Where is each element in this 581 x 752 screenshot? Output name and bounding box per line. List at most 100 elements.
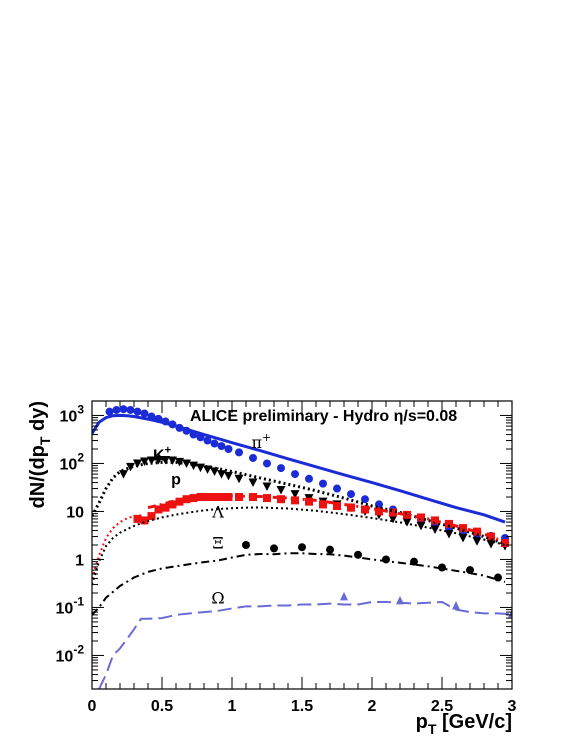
p-data-marker — [445, 519, 453, 528]
y-axis-title: dN/(dpT dy) — [27, 401, 53, 508]
p-data-marker — [473, 527, 481, 536]
p-curve2-line — [147, 494, 506, 544]
p-data-marker — [175, 497, 184, 506]
xi-data-marker — [410, 557, 418, 566]
p-data-marker — [403, 510, 411, 519]
p-data-marker — [361, 505, 369, 514]
p-data-marker — [347, 503, 355, 512]
chart-title: ALICE preliminary - Hydro η/s=0.08 — [190, 408, 457, 425]
p-data-marker — [196, 493, 205, 501]
pi-curve-line — [92, 413, 506, 524]
pi-data-marker — [333, 484, 341, 493]
x-tick-label: 2.5 — [431, 698, 453, 715]
y-tick-label: 102 — [60, 450, 85, 473]
label-lambda: Λ — [211, 502, 224, 521]
pi-data-marker — [347, 490, 355, 499]
p-data-marker — [147, 512, 156, 521]
k-data-marker — [224, 471, 233, 481]
p-data-marker — [277, 495, 285, 504]
x-tick-label: 3 — [508, 698, 517, 715]
pi-data-marker — [224, 445, 233, 453]
label-p: p — [171, 472, 181, 489]
k-data-marker — [133, 459, 142, 468]
xi-data-marker — [354, 550, 362, 559]
k-data-marker — [119, 470, 128, 479]
x-tick-label: 1 — [228, 698, 237, 715]
k-data-marker — [147, 456, 156, 466]
pi-data-marker — [291, 470, 299, 479]
y-tick-label: 1 — [75, 552, 84, 569]
y-tick-label: 103 — [60, 402, 85, 425]
k-data-marker — [140, 457, 149, 466]
k-data-marker — [196, 463, 205, 473]
pi-data-marker — [119, 405, 128, 414]
pi-data-marker — [203, 436, 212, 445]
k-data-marker — [290, 490, 300, 499]
k-data-marker — [234, 474, 244, 484]
pi-data-marker — [140, 409, 149, 418]
k-data-marker — [175, 457, 184, 467]
omega-data-marker — [340, 591, 348, 601]
omega-curve-line — [98, 600, 512, 689]
xi-data-marker — [298, 543, 306, 552]
y-tick-label: 10-1 — [56, 594, 85, 617]
k-data-marker — [444, 529, 454, 539]
pi-data-marker — [105, 407, 114, 416]
series-layer — [92, 405, 512, 689]
y-tick-label: 10-2 — [56, 642, 85, 665]
xi-data-marker — [270, 544, 278, 553]
label-k: K+ — [153, 445, 171, 465]
xi-data-marker — [494, 573, 502, 582]
p-data-marker — [501, 539, 509, 548]
pi-data-marker — [133, 407, 142, 416]
p-data-marker — [154, 505, 163, 514]
p-data-marker — [168, 500, 177, 509]
pi-data-marker — [210, 439, 219, 448]
k-data-marker — [154, 455, 163, 465]
axes: 0 0.5 1 1.5 2 2.5 3 10-2 10-1 1 10 102 103 pT [GeV/c]… — [27, 400, 517, 737]
p-data-marker — [161, 503, 170, 512]
p-data-marker — [249, 493, 257, 501]
k-data-marker — [217, 470, 226, 479]
p-data-marker — [375, 507, 383, 516]
pi-data-marker — [217, 442, 226, 451]
x-tick-label: 0.5 — [151, 698, 173, 715]
p-data-marker — [305, 497, 313, 506]
pi-data-marker — [277, 464, 285, 473]
pi-data-marker — [235, 448, 243, 457]
xi-data-marker — [382, 555, 390, 564]
k-data-marker — [126, 462, 135, 472]
k-data-marker — [262, 482, 272, 492]
pi-data-marker — [112, 405, 121, 414]
x-tick-label: 2 — [368, 698, 377, 715]
k-data-marker — [402, 518, 412, 527]
omega-data-marker — [452, 600, 460, 610]
p-data-marker — [291, 496, 299, 505]
xi-data-marker — [466, 566, 474, 575]
p-data-marker — [133, 514, 142, 523]
p-data-marker — [140, 516, 149, 525]
p-data-marker — [224, 493, 233, 501]
xi-data-marker — [326, 545, 334, 554]
label-pi: π+ — [252, 431, 272, 452]
k-data-marker — [276, 485, 286, 495]
annotations: π+ K+p ΛΞ Ω — [153, 431, 271, 608]
pi-data-marker — [319, 479, 327, 488]
pi-data-marker — [305, 474, 313, 483]
x-tick-label: 1.5 — [291, 698, 313, 715]
label-omega: Ω — [211, 589, 224, 608]
pi-data-marker — [249, 453, 257, 462]
xi-data-marker — [242, 541, 250, 549]
p-data-marker — [189, 494, 198, 503]
y-tick-label: 10 — [66, 504, 84, 521]
label-xi: Ξ — [212, 533, 223, 552]
xi-curve-line — [92, 552, 506, 616]
k-data-marker — [388, 514, 398, 524]
p-data-marker — [319, 500, 327, 509]
k-data-marker — [161, 455, 170, 465]
p-data-marker — [333, 501, 341, 510]
x-tick-label: 0 — [88, 698, 97, 715]
k-data-marker — [168, 456, 177, 466]
